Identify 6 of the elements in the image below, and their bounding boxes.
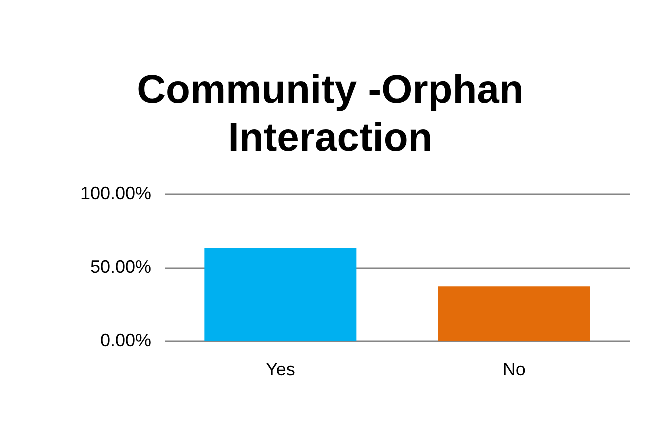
- y-tick-label: 50.00%: [90, 257, 152, 277]
- y-tick-label: 100.00%: [80, 184, 152, 204]
- chart-title: Community -Orphan Interaction: [137, 68, 524, 160]
- y-tick-label: 0.00%: [100, 330, 152, 350]
- x-tick-label: No: [502, 360, 526, 380]
- x-tick-label: Yes: [266, 360, 296, 380]
